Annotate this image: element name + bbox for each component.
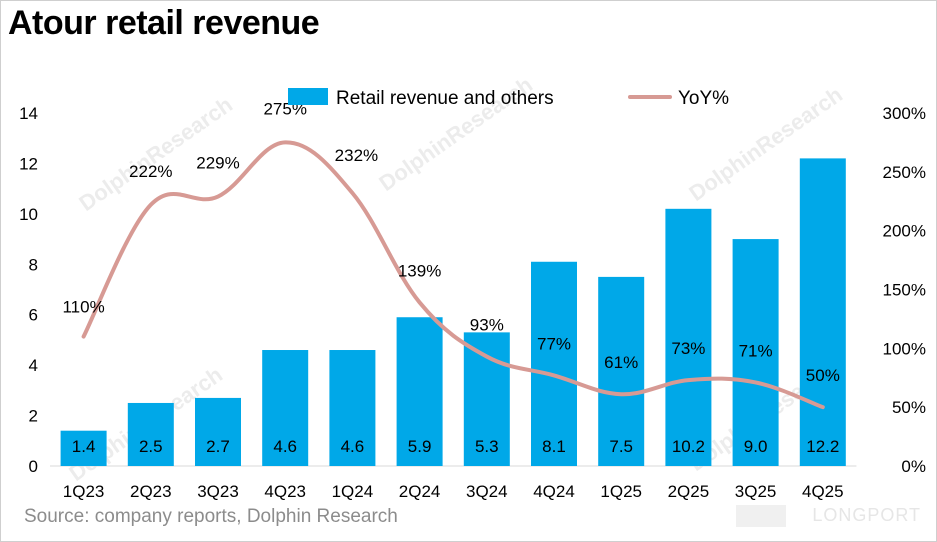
yoy-label: 77% xyxy=(537,334,571,353)
left-axis-tick: 14 xyxy=(19,104,38,123)
x-axis-tick: 1Q25 xyxy=(600,482,642,501)
bar xyxy=(396,317,443,466)
bar-series xyxy=(60,158,846,467)
left-axis-tick: 4 xyxy=(29,356,38,375)
yoy-label: 229% xyxy=(196,154,239,173)
chart-title: Atour retail revenue xyxy=(8,4,320,42)
brand-logo xyxy=(736,505,786,527)
legend: Retail revenue and others YoY% xyxy=(288,88,729,109)
bar-value-label: 5.9 xyxy=(408,437,432,456)
bar xyxy=(195,397,241,466)
x-axis-tick: 1Q23 xyxy=(63,482,105,501)
yoy-label: 71% xyxy=(739,341,773,360)
yoy-label: 139% xyxy=(398,261,441,280)
bar-value-label: 1.4 xyxy=(72,437,96,456)
left-axis-tick: 0 xyxy=(29,457,38,476)
brand-text: LONGPORT xyxy=(812,505,921,525)
bar-value-label: 4.6 xyxy=(273,437,297,456)
right-axis-tick: 300% xyxy=(883,104,926,123)
x-axis-tick: 2Q25 xyxy=(668,482,710,501)
bar-value-label: 4.6 xyxy=(341,437,365,456)
bar-value-label: 9.0 xyxy=(744,437,768,456)
legend-bar-swatch xyxy=(288,88,328,105)
bar-value-label: 5.3 xyxy=(475,437,499,456)
x-axis-tick: 3Q23 xyxy=(197,482,239,501)
legend-line-label: YoY% xyxy=(678,88,729,109)
bar-value-labels: 1.4 2.5 2.7 4.6 4.6 5.9 5.3 8.1 7.5 10.2 9.0 12.2 xyxy=(72,437,840,456)
right-axis: 0% 50% 100% 150% 200% 250% 300% xyxy=(883,104,926,476)
yoy-label: 110% xyxy=(62,298,104,317)
x-axis-tick: 3Q24 xyxy=(466,482,508,501)
x-axis-tick: 4Q23 xyxy=(264,482,306,501)
bar xyxy=(262,350,309,466)
bar xyxy=(799,158,846,466)
bar-value-label: 2.7 xyxy=(206,437,230,456)
left-axis-tick: 2 xyxy=(29,407,38,426)
bar-value-label: 7.5 xyxy=(609,437,633,456)
right-axis-tick: 100% xyxy=(883,339,926,358)
right-axis-tick: 200% xyxy=(883,222,926,241)
source-note: Source: company reports, Dolphin Researc… xyxy=(24,506,398,527)
x-axis-tick: 2Q23 xyxy=(130,482,172,501)
yoy-label: 73% xyxy=(671,339,705,358)
yoy-label: 61% xyxy=(604,353,638,372)
left-axis: 0 2 4 6 8 10 12 14 xyxy=(19,104,38,476)
legend-bar-label: Retail revenue and others xyxy=(336,88,554,109)
yoy-line xyxy=(81,140,825,410)
x-axis-tick: 2Q24 xyxy=(399,482,441,501)
right-axis-tick: 150% xyxy=(883,281,926,300)
x-axis-tick: 3Q25 xyxy=(735,482,777,501)
yoy-label: 232% xyxy=(335,146,378,165)
left-axis-tick: 6 xyxy=(29,306,38,325)
bar xyxy=(127,402,174,466)
right-axis-tick: 250% xyxy=(883,163,926,182)
bar xyxy=(531,261,577,466)
x-axis-tick: 4Q25 xyxy=(802,482,844,501)
x-axis-tick: 1Q24 xyxy=(332,482,374,501)
x-axis-tick: 4Q24 xyxy=(533,482,575,501)
bar xyxy=(329,350,376,466)
bar xyxy=(732,239,779,466)
bar xyxy=(60,430,107,466)
bar-value-label: 10.2 xyxy=(672,437,705,456)
bar-value-label: 12.2 xyxy=(806,437,839,456)
yoy-label: 93% xyxy=(470,316,504,335)
left-axis-tick: 12 xyxy=(19,154,38,173)
right-axis-tick: 50% xyxy=(892,398,926,417)
x-axis-labels: 1Q23 2Q23 3Q23 4Q23 1Q24 2Q24 3Q24 4Q24 1Q25 2Q25… xyxy=(63,482,844,501)
bar xyxy=(665,208,712,467)
yoy-label: 50% xyxy=(806,366,840,385)
bar xyxy=(598,276,645,466)
left-axis-tick: 8 xyxy=(29,255,38,274)
right-axis-tick: 0% xyxy=(901,457,926,476)
left-axis-tick: 10 xyxy=(19,205,38,224)
watermark-layer: DolphinResearch DolphinResearch DolphinRes… xyxy=(64,72,847,486)
bar-value-label: 2.5 xyxy=(139,437,163,456)
bar-value-label: 8.1 xyxy=(542,437,566,456)
yoy-label: 222% xyxy=(129,162,172,181)
